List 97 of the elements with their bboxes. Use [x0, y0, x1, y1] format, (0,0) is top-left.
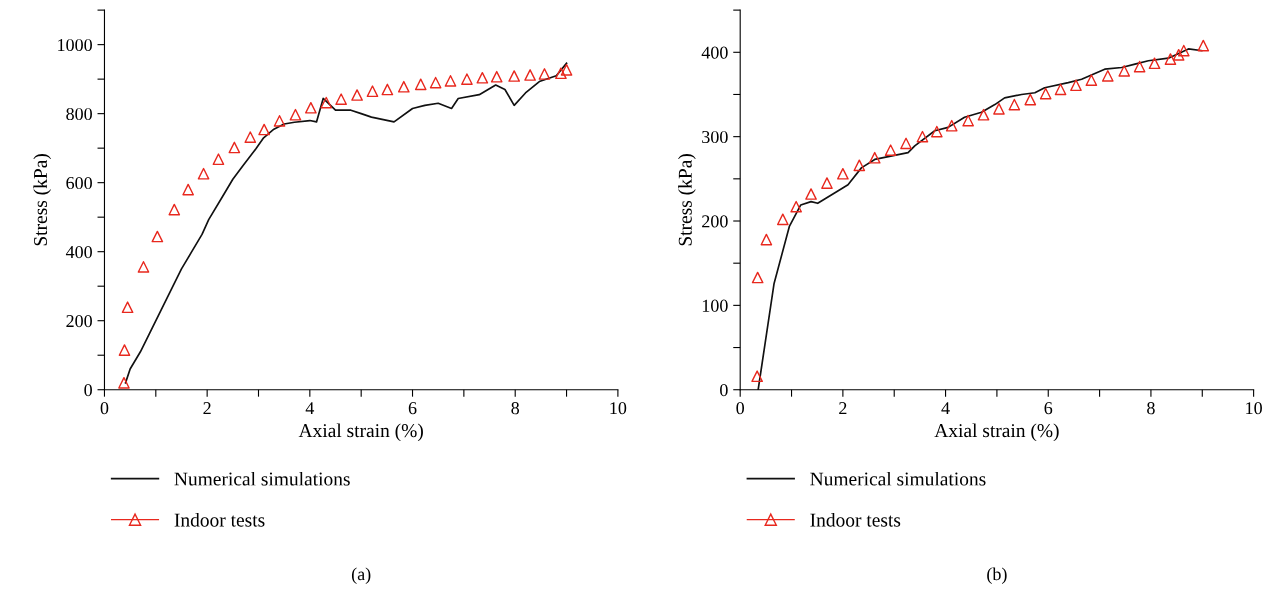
point [320, 96, 333, 109]
y-tick-label: 200 [66, 314, 92, 328]
x-axis-title: Axial strain (%) [934, 423, 1059, 442]
y-tick-label: 0 [720, 383, 728, 397]
point [853, 159, 866, 172]
point [993, 102, 1005, 115]
point [962, 114, 974, 127]
point [1148, 57, 1161, 70]
x-tick-label: 10 [610, 402, 627, 415]
y-tick-label: 0 [84, 383, 92, 397]
x-tick-label: 2 [839, 402, 847, 415]
y-tick-label: 400 [65, 245, 92, 259]
x-tick-label: 4 [305, 402, 315, 415]
point [884, 144, 897, 156]
point [1164, 53, 1177, 65]
x-tick-label: 8 [1147, 402, 1155, 415]
point [381, 83, 394, 96]
point [1070, 79, 1082, 92]
x-tick-label: 4 [941, 402, 950, 415]
point [1133, 60, 1146, 73]
point [790, 200, 803, 213]
point [1197, 39, 1210, 52]
point [508, 70, 521, 82]
x-tick-label: 6 [1044, 402, 1053, 415]
y-tick-label: 800 [66, 107, 92, 121]
x-tick-label: 0 [100, 402, 109, 415]
point [538, 68, 551, 80]
y-tick-label: 1000 [58, 38, 92, 52]
point [182, 183, 195, 196]
point [490, 70, 503, 83]
legend-label: Numerical simulations [174, 471, 350, 486]
point [118, 376, 130, 389]
point [151, 230, 164, 243]
point [137, 261, 150, 273]
point [945, 119, 958, 132]
x-tick-label: 6 [408, 402, 417, 415]
point [289, 108, 302, 121]
point [837, 167, 849, 180]
point [760, 233, 773, 246]
point [273, 115, 286, 127]
point [121, 301, 134, 314]
text: (a) [351, 567, 371, 584]
x-tick-label: 2 [203, 402, 211, 415]
point [244, 131, 257, 143]
point [197, 167, 210, 180]
point [900, 137, 912, 150]
x-axis-title: Axial strain (%) [298, 423, 423, 442]
point [1101, 70, 1114, 82]
point [444, 75, 457, 87]
point [751, 271, 764, 284]
point [118, 344, 131, 356]
y-axis-title: Stress (kPa) [33, 154, 51, 246]
point [397, 80, 410, 93]
point [212, 153, 225, 166]
point [1177, 44, 1190, 57]
point [524, 69, 536, 81]
point [1039, 87, 1052, 100]
point [429, 76, 442, 89]
point [228, 141, 241, 154]
point [1085, 74, 1098, 86]
point [351, 89, 363, 101]
legend-label: Indoor tests [174, 512, 265, 527]
point [751, 370, 763, 383]
point [776, 213, 789, 226]
y-tick-label: 600 [66, 176, 92, 190]
point [555, 67, 567, 80]
point [1172, 48, 1185, 61]
point [977, 108, 990, 121]
y-tick-label: 300 [702, 130, 728, 144]
point [1054, 83, 1067, 96]
point [258, 123, 270, 136]
point [366, 85, 379, 98]
point [930, 125, 943, 138]
y-tick-label: 400 [701, 46, 728, 59]
y-axis-title: Stress (kPa) [678, 154, 696, 246]
y-tick-label: 200 [702, 215, 728, 228]
x-tick-label: 0 [736, 402, 745, 415]
point [168, 203, 181, 216]
x-tick-label: 8 [511, 402, 520, 415]
x-tick-label: 10 [1246, 402, 1262, 415]
point [476, 71, 489, 84]
y-tick-label: 100 [702, 299, 728, 312]
point [916, 130, 929, 143]
point [461, 73, 473, 85]
point [1024, 93, 1037, 106]
point [821, 177, 833, 189]
point [1118, 65, 1131, 77]
legend-label: Indoor tests [810, 512, 901, 527]
point [305, 101, 317, 114]
point [335, 93, 348, 105]
point [560, 63, 573, 76]
point [868, 151, 881, 164]
text: (b) [987, 567, 1007, 584]
legend-label: Numerical simulations [810, 471, 986, 486]
point [1008, 98, 1021, 111]
point [805, 188, 817, 200]
point [414, 78, 427, 91]
